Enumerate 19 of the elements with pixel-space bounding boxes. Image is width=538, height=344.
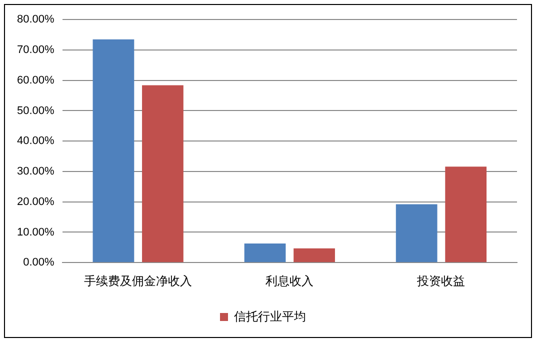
y-tick-label: 0.00% xyxy=(23,256,55,269)
legend-label: 信托行业平均 xyxy=(234,309,306,324)
y-tick-label: 50.00% xyxy=(16,104,55,117)
bar xyxy=(294,248,335,262)
bar xyxy=(396,204,438,262)
x-tick-label: 投资收益 xyxy=(416,274,466,288)
bar xyxy=(142,85,184,262)
x-tick-label: 手续费及佣金净收入 xyxy=(84,274,192,288)
y-tick-label: 40.00% xyxy=(16,135,55,148)
bar xyxy=(92,39,134,262)
bar xyxy=(244,243,286,262)
y-tick-label: 10.00% xyxy=(16,226,55,238)
y-tick-label: 60.00% xyxy=(16,74,55,86)
y-tick-label: 80.00% xyxy=(16,14,55,26)
x-tick-label: 利息收入 xyxy=(266,274,314,288)
y-tick-label: 20.00% xyxy=(16,196,55,208)
y-tick-label: 70.00% xyxy=(16,44,55,56)
y-tick-label: 30.00% xyxy=(16,166,55,178)
bar xyxy=(445,166,487,262)
